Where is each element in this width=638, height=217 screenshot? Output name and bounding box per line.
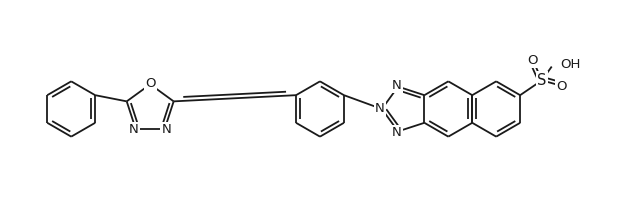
Text: S: S — [537, 73, 547, 88]
Text: O: O — [556, 80, 567, 93]
Text: N: N — [392, 126, 402, 139]
Text: OH: OH — [561, 58, 581, 71]
Text: N: N — [392, 79, 402, 92]
Text: N: N — [162, 123, 172, 136]
Text: N: N — [129, 123, 138, 136]
Text: O: O — [145, 77, 156, 90]
Text: O: O — [528, 54, 538, 67]
Text: N: N — [375, 102, 385, 115]
